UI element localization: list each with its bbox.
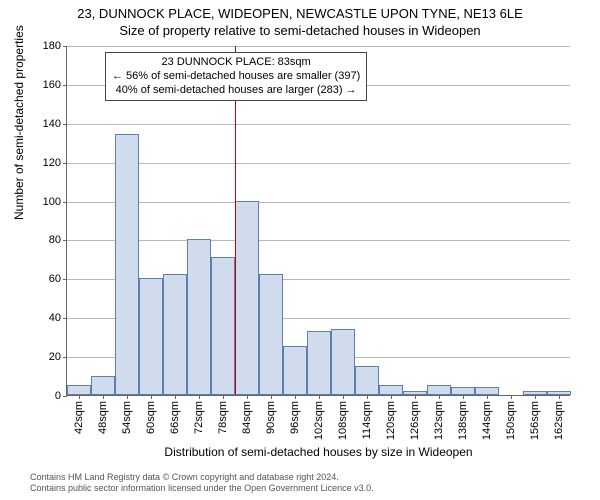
- x-tick-label: 114sqm: [361, 401, 373, 439]
- x-axis-label: Distribution of semi-detached houses by …: [67, 445, 570, 459]
- grid-line: [67, 163, 570, 164]
- y-tick-mark: [63, 357, 67, 358]
- x-tick-label: 78sqm: [217, 401, 229, 434]
- x-tick-label: 108sqm: [337, 401, 349, 440]
- x-tick-mark: [367, 395, 368, 399]
- y-tick-label: 0: [55, 390, 61, 402]
- x-tick-mark: [319, 395, 320, 399]
- y-tick-label: 100: [43, 196, 61, 208]
- x-tick-label: 66sqm: [169, 401, 181, 434]
- y-tick-label: 20: [49, 351, 61, 363]
- y-tick-mark: [63, 85, 67, 86]
- annotation-line2: ← 56% of semi-detached houses are smalle…: [112, 70, 360, 84]
- x-tick-mark: [391, 395, 392, 399]
- y-tick-label: 140: [43, 118, 61, 130]
- x-tick-mark: [463, 395, 464, 399]
- histogram-bar: [307, 331, 331, 395]
- x-tick-label: 132sqm: [433, 401, 445, 440]
- y-tick-label: 120: [43, 157, 61, 169]
- x-tick-mark: [127, 395, 128, 399]
- x-tick-mark: [175, 395, 176, 399]
- y-tick-label: 40: [49, 312, 61, 324]
- y-tick-mark: [63, 46, 67, 47]
- histogram-bar: [67, 385, 91, 395]
- x-tick-label: 96sqm: [289, 401, 301, 434]
- y-tick-mark: [63, 318, 67, 319]
- y-tick-label: 180: [43, 40, 61, 52]
- histogram-chart: Distribution of semi-detached houses by …: [66, 46, 570, 396]
- x-tick-mark: [199, 395, 200, 399]
- x-tick-label: 60sqm: [145, 401, 157, 434]
- x-tick-mark: [79, 395, 80, 399]
- histogram-bar: [451, 387, 475, 395]
- y-tick-label: 160: [43, 79, 61, 91]
- histogram-bar: [235, 201, 259, 395]
- grid-line: [67, 202, 570, 203]
- histogram-bar: [427, 385, 451, 395]
- y-tick-mark: [63, 202, 67, 203]
- footer: Contains HM Land Registry data © Crown c…: [30, 472, 374, 495]
- histogram-bar: [211, 257, 235, 395]
- x-tick-label: 138sqm: [457, 401, 469, 440]
- y-axis-label: Number of semi-detached properties: [12, 25, 26, 220]
- x-tick-mark: [151, 395, 152, 399]
- x-tick-label: 120sqm: [385, 401, 397, 440]
- x-tick-mark: [295, 395, 296, 399]
- histogram-bar: [115, 134, 139, 395]
- x-tick-label: 126sqm: [409, 401, 421, 440]
- x-tick-label: 150sqm: [505, 401, 517, 440]
- x-tick-label: 144sqm: [481, 401, 493, 440]
- y-tick-mark: [63, 240, 67, 241]
- grid-line: [67, 240, 570, 241]
- x-tick-mark: [247, 395, 248, 399]
- histogram-bar: [331, 329, 355, 395]
- histogram-bar: [259, 274, 283, 395]
- x-tick-label: 156sqm: [529, 401, 541, 440]
- grid-line: [67, 124, 570, 125]
- y-tick-label: 80: [49, 234, 61, 246]
- x-tick-label: 84sqm: [241, 401, 253, 434]
- x-tick-mark: [487, 395, 488, 399]
- x-tick-mark: [511, 395, 512, 399]
- x-tick-label: 54sqm: [121, 401, 133, 434]
- y-tick-label: 60: [49, 273, 61, 285]
- page-title-line2: Size of property relative to semi-detach…: [0, 21, 600, 38]
- histogram-bar: [163, 274, 187, 395]
- y-tick-mark: [63, 396, 67, 397]
- x-tick-label: 162sqm: [553, 401, 565, 440]
- x-tick-label: 102sqm: [313, 401, 325, 440]
- x-tick-mark: [535, 395, 536, 399]
- histogram-bar: [355, 366, 379, 395]
- y-tick-mark: [63, 163, 67, 164]
- page-title-line1: 23, DUNNOCK PLACE, WIDEOPEN, NEWCASTLE U…: [0, 0, 600, 21]
- y-tick-mark: [63, 124, 67, 125]
- histogram-bar: [187, 239, 211, 395]
- histogram-bar: [91, 376, 115, 395]
- histogram-bar: [475, 387, 499, 395]
- histogram-bar: [283, 346, 307, 395]
- x-tick-mark: [223, 395, 224, 399]
- x-tick-mark: [559, 395, 560, 399]
- x-tick-mark: [439, 395, 440, 399]
- x-tick-label: 72sqm: [193, 401, 205, 434]
- histogram-bar: [379, 385, 403, 395]
- x-tick-mark: [103, 395, 104, 399]
- footer-line2: Contains public sector information licen…: [30, 483, 374, 494]
- footer-line1: Contains HM Land Registry data © Crown c…: [30, 472, 374, 483]
- annotation-line1: 23 DUNNOCK PLACE: 83sqm: [112, 56, 360, 70]
- x-tick-label: 42sqm: [73, 401, 85, 434]
- y-tick-mark: [63, 279, 67, 280]
- x-tick-label: 90sqm: [265, 401, 277, 434]
- histogram-bar: [139, 278, 163, 395]
- x-tick-mark: [271, 395, 272, 399]
- x-tick-mark: [415, 395, 416, 399]
- annotation-box: 23 DUNNOCK PLACE: 83sqm ← 56% of semi-de…: [105, 52, 367, 101]
- annotation-line3: 40% of semi-detached houses are larger (…: [112, 84, 360, 98]
- grid-line: [67, 46, 570, 47]
- x-tick-mark: [343, 395, 344, 399]
- x-tick-label: 48sqm: [97, 401, 109, 434]
